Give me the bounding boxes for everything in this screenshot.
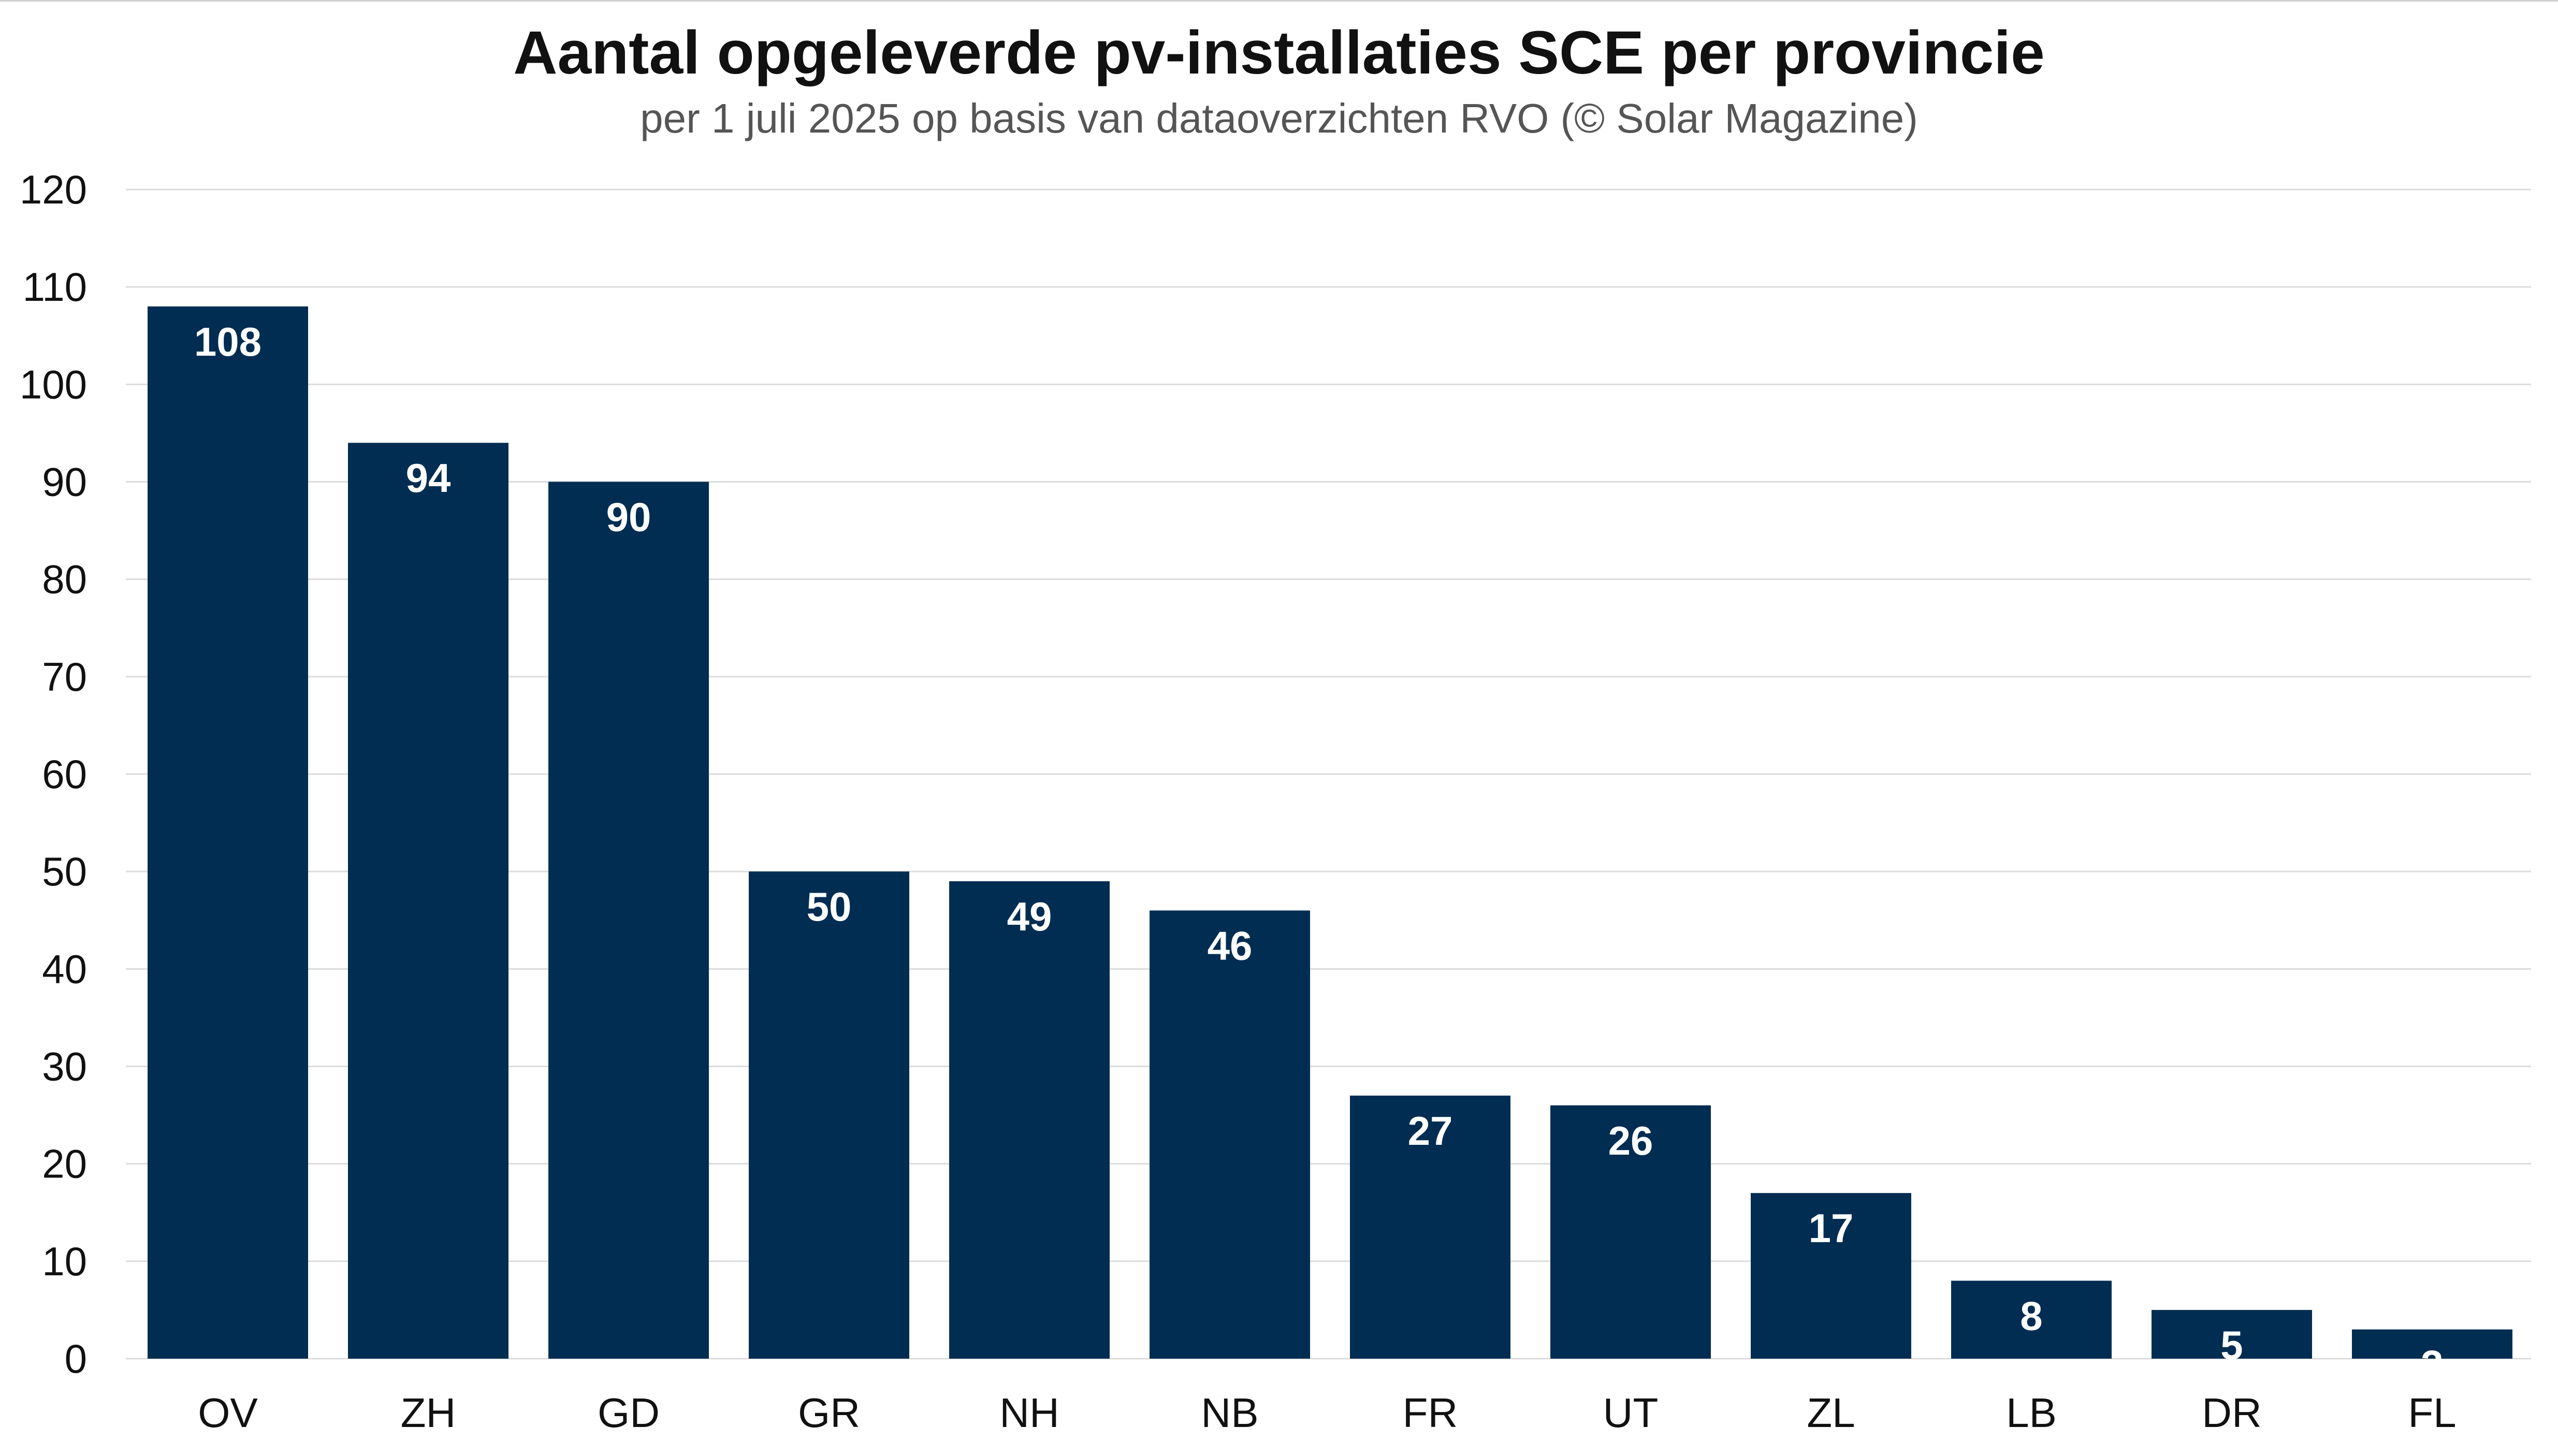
bar-value-label: 49 (1007, 894, 1052, 939)
x-tick-label: GR (798, 1390, 860, 1436)
x-tick-label: NB (1201, 1390, 1258, 1436)
x-tick-label: UT (1603, 1390, 1659, 1436)
y-tick-label: 90 (42, 459, 87, 505)
bar-value-label: 17 (1809, 1205, 1854, 1251)
bar (749, 871, 909, 1359)
y-tick-label: 60 (42, 751, 87, 797)
bar (1150, 910, 1310, 1359)
y-tick-label: 100 (20, 361, 87, 407)
bar (1550, 1105, 1711, 1359)
bar (1751, 1193, 1911, 1359)
y-axis-ticks: 0 10 20 30 40 50 60 70 80 90 100 110 120 (20, 167, 87, 1381)
bar-value-label: 3 (2421, 1342, 2443, 1388)
y-tick-label: 30 (42, 1044, 87, 1089)
bar-value-label: 90 (606, 494, 651, 540)
bar (2352, 1329, 2512, 1359)
bar-value-label: 27 (1408, 1108, 1453, 1154)
gridlines (126, 188, 2531, 1360)
bar (1951, 1280, 2112, 1359)
x-tick-label: ZH (401, 1390, 456, 1436)
chart-subtitle: per 1 juli 2025 op basis van dataoverzic… (640, 95, 1918, 141)
x-tick-label: LB (2006, 1390, 2057, 1436)
bar (548, 482, 709, 1359)
bar-value-label: 46 (1208, 923, 1253, 968)
y-tick-label: 50 (42, 849, 87, 894)
chart-title: Aantal opgeleverde pv-installaties SCE p… (513, 19, 2045, 87)
x-axis-ticks: OV ZH GD GR NH NB FR UT ZL LB DR FL (198, 1390, 2456, 1436)
x-tick-label: DR (2202, 1390, 2262, 1436)
bar (1350, 1095, 1510, 1359)
top-divider (0, 0, 2558, 2)
y-tick-label: 0 (65, 1336, 87, 1381)
y-tick-label: 20 (42, 1141, 87, 1187)
bar-value-label: 94 (406, 455, 451, 501)
bar (348, 443, 508, 1359)
bar-value-label: 108 (194, 319, 261, 365)
bar-value-label: 50 (807, 884, 852, 929)
bar-value-label: 8 (2020, 1293, 2042, 1338)
y-tick-label: 70 (42, 654, 87, 700)
x-tick-label: OV (198, 1390, 258, 1436)
y-tick-label: 40 (42, 946, 87, 992)
x-tick-label: FL (2408, 1390, 2456, 1436)
y-tick-label: 10 (42, 1239, 87, 1284)
x-tick-label: FR (1403, 1390, 1458, 1436)
bar (949, 881, 1110, 1359)
y-tick-label: 120 (20, 167, 87, 212)
x-tick-label: ZL (1807, 1390, 1855, 1436)
y-tick-label: 110 (23, 264, 87, 310)
x-tick-label: GD (598, 1390, 660, 1436)
bars: 108 94 90 50 49 46 27 26 17 8 5 3 (148, 306, 2512, 1388)
bar-value-label: 5 (2220, 1322, 2243, 1368)
bar (2152, 1309, 2312, 1359)
bar-value-label: 26 (1608, 1118, 1653, 1163)
x-tick-label: NH (999, 1390, 1059, 1436)
y-tick-label: 80 (42, 557, 87, 602)
bar (148, 306, 308, 1359)
